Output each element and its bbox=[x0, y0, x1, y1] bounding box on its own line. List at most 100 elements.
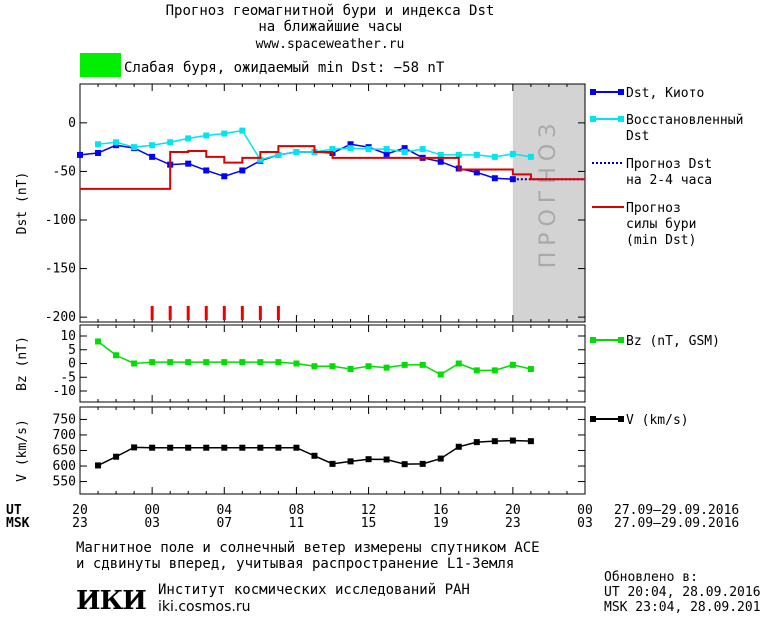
ut-tick-label: 00 bbox=[577, 503, 593, 518]
institute-name: Институт космических исследований РАН bbox=[158, 582, 470, 598]
legend-label: (min Dst) bbox=[626, 233, 696, 248]
data-point bbox=[491, 367, 498, 374]
legend-label: на 2-4 часа bbox=[626, 173, 712, 188]
source-url: www.spaceweather.ru bbox=[255, 37, 405, 52]
data-point bbox=[383, 364, 390, 371]
data-point bbox=[383, 146, 390, 153]
data-point bbox=[329, 363, 336, 370]
iki-logo: ИКИ bbox=[76, 586, 147, 616]
msk-tick-label: 03 bbox=[577, 516, 593, 531]
data-point bbox=[473, 439, 480, 446]
legend-label: V (km/s) bbox=[626, 413, 689, 428]
data-point bbox=[401, 461, 408, 468]
data-point bbox=[95, 338, 102, 345]
msk-tick-label: 07 bbox=[216, 516, 233, 531]
data-point bbox=[347, 366, 354, 372]
footnote-line2: и сдвинуты вперед, учитывая распростране… bbox=[76, 556, 515, 572]
legend-label: силы бури bbox=[626, 217, 696, 232]
data-point bbox=[491, 153, 498, 160]
msk-tick-label: 23 bbox=[505, 516, 521, 531]
msk-date-range: 27.09–29.09.2016 bbox=[614, 516, 740, 531]
y-tick-label: -100 bbox=[45, 213, 76, 228]
data-point bbox=[401, 361, 408, 368]
data-point bbox=[77, 151, 83, 158]
data-point bbox=[185, 160, 192, 167]
y-tick-label: -10 bbox=[53, 384, 76, 399]
updated-ut: UT 20:04, 28.09.2016 bbox=[604, 585, 760, 600]
panel-frame bbox=[79, 83, 586, 323]
data-point bbox=[113, 139, 120, 146]
data-point bbox=[275, 444, 282, 451]
y-tick-label: 700 bbox=[53, 428, 76, 443]
ut-tick-label: 08 bbox=[288, 503, 305, 518]
data-point bbox=[275, 151, 282, 158]
legend-marker bbox=[590, 89, 596, 95]
data-point bbox=[365, 146, 372, 153]
msk-tick-label: 11 bbox=[288, 516, 305, 531]
ut-tick-label: 16 bbox=[432, 503, 449, 518]
data-point bbox=[311, 363, 318, 370]
data-point bbox=[473, 169, 480, 176]
data-point bbox=[527, 153, 534, 160]
legend-label: Прогноз Dst bbox=[626, 157, 712, 172]
data-point bbox=[455, 151, 462, 158]
legend-marker bbox=[590, 116, 596, 122]
y-tick-label: -50 bbox=[53, 164, 76, 179]
panel-1: ПРОГНОЗ 0 -50 -100 -150 -200 Dst (nT) bbox=[15, 83, 586, 325]
ut-tick-label: 12 bbox=[360, 503, 377, 518]
data-point bbox=[383, 150, 390, 157]
data-point bbox=[401, 149, 408, 155]
data-point bbox=[311, 452, 318, 459]
data-point bbox=[437, 151, 444, 158]
legend-marker bbox=[618, 416, 624, 422]
chart-title: Прогноз геомагнитной бури и индекса Dst bbox=[165, 3, 495, 19]
y-tick-label: -200 bbox=[45, 310, 76, 325]
data-point bbox=[167, 139, 174, 146]
data-point bbox=[149, 153, 156, 160]
legend-marker bbox=[590, 337, 596, 343]
ut-tick-label: 04 bbox=[216, 503, 233, 518]
legend-label: Прогноз bbox=[626, 201, 681, 216]
data-point bbox=[365, 456, 372, 463]
y-tick-label: 550 bbox=[53, 475, 76, 490]
data-point bbox=[347, 145, 354, 152]
y-tick-label: 750 bbox=[53, 412, 76, 427]
data-point bbox=[437, 158, 444, 165]
data-point bbox=[149, 359, 156, 366]
y-tick-label: 0 bbox=[68, 357, 76, 372]
msk-tick-label: 15 bbox=[360, 516, 377, 531]
panel-frame bbox=[79, 406, 586, 495]
msk-tick-label: 19 bbox=[432, 516, 449, 531]
data-point bbox=[167, 359, 174, 366]
data-point bbox=[509, 361, 516, 368]
data-point bbox=[221, 444, 228, 451]
y-tick-label: 0 bbox=[68, 116, 76, 131]
data-point bbox=[401, 145, 408, 152]
y-axis-label: Bz (nT) bbox=[15, 336, 30, 391]
data-point bbox=[527, 438, 534, 445]
legend-label: Bz (nT, GSM) bbox=[626, 334, 720, 349]
y-tick-label: 600 bbox=[53, 459, 76, 474]
data-point bbox=[239, 127, 246, 134]
data-point bbox=[419, 460, 426, 467]
data-point bbox=[95, 462, 102, 469]
data-point bbox=[167, 444, 174, 451]
data-point bbox=[203, 359, 210, 366]
legend-marker bbox=[590, 416, 596, 422]
y-tick-label: -5 bbox=[60, 370, 76, 385]
chart-subtitle: на ближайшие часы bbox=[258, 19, 402, 35]
legend-marker bbox=[618, 116, 624, 122]
data-point bbox=[365, 363, 372, 370]
data-point bbox=[185, 135, 192, 142]
data-point bbox=[131, 360, 138, 367]
data-point bbox=[329, 146, 336, 153]
status-swatch bbox=[80, 53, 121, 77]
data-point bbox=[113, 453, 120, 460]
data-point bbox=[473, 151, 480, 158]
y-tick-label: 650 bbox=[53, 444, 76, 459]
data-point bbox=[293, 444, 300, 451]
